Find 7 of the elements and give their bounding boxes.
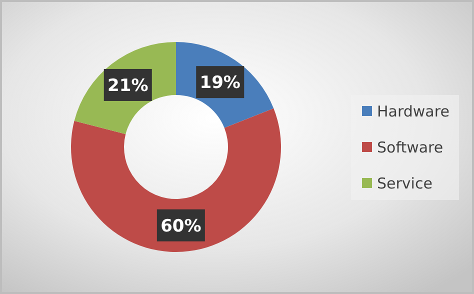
data-label: 21% xyxy=(108,76,148,96)
legend-label: Software xyxy=(377,138,444,156)
legend-label: Hardware xyxy=(377,102,450,120)
data-label: 60% xyxy=(160,216,202,236)
donut-slice xyxy=(71,108,281,252)
legend-label: Service xyxy=(377,174,432,192)
data-label: 19% xyxy=(200,73,240,94)
